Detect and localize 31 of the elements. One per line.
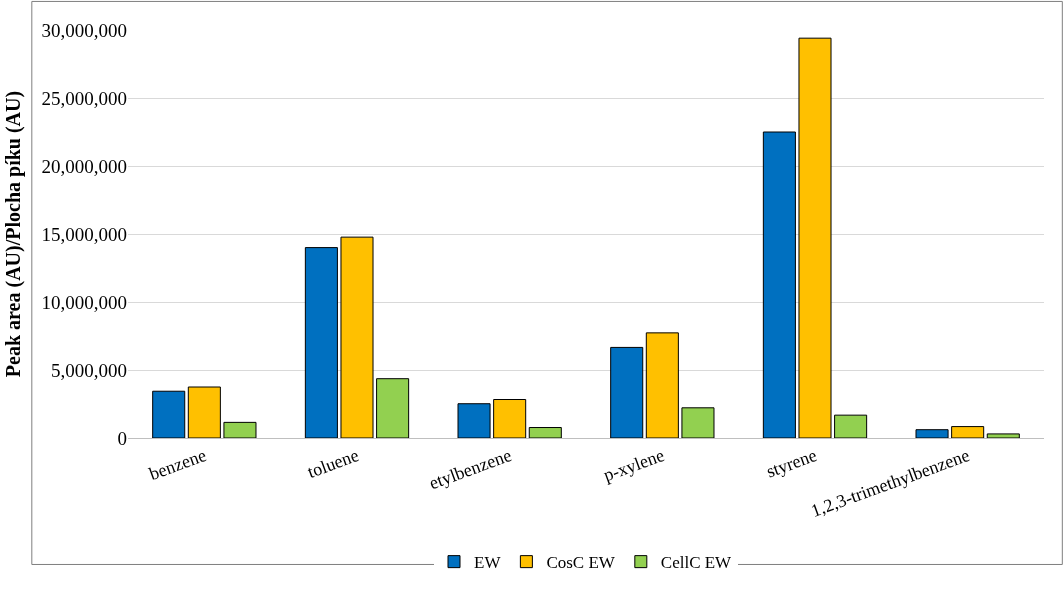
bar bbox=[762, 131, 796, 438]
y-axis-title: Peak area (AU)/Plocha píku (AU) bbox=[2, 90, 25, 378]
bar bbox=[376, 378, 410, 438]
legend-label: CellC EW bbox=[660, 553, 733, 573]
bar bbox=[986, 433, 1020, 438]
bar bbox=[610, 346, 644, 438]
bar bbox=[528, 427, 562, 438]
y-tick-label: 10,000,000 bbox=[41, 291, 127, 313]
y-tick-label: 20,000,000 bbox=[41, 155, 127, 177]
bar bbox=[834, 414, 868, 438]
bar bbox=[798, 37, 832, 438]
bar bbox=[152, 390, 186, 438]
legend-label: CosC EW bbox=[546, 553, 616, 573]
y-tick-label: 0 bbox=[117, 427, 127, 449]
bar bbox=[223, 421, 257, 438]
y-tick-label: 30,000,000 bbox=[41, 19, 127, 41]
bar bbox=[681, 407, 715, 438]
bar bbox=[493, 399, 527, 438]
y-tick-label: 25,000,000 bbox=[41, 87, 127, 109]
bar bbox=[340, 236, 374, 438]
bar bbox=[304, 247, 338, 438]
bar bbox=[645, 332, 679, 438]
bar bbox=[457, 403, 491, 438]
x-tick-label: toluene bbox=[304, 445, 362, 482]
bar bbox=[187, 386, 221, 438]
bar bbox=[951, 426, 985, 438]
legend-label: EW bbox=[474, 553, 502, 573]
y-tick-label: 15,000,000 bbox=[41, 223, 127, 245]
x-tick-label: benzene bbox=[146, 445, 209, 484]
bar bbox=[915, 429, 949, 438]
y-tick-label: 5,000,000 bbox=[51, 359, 127, 381]
